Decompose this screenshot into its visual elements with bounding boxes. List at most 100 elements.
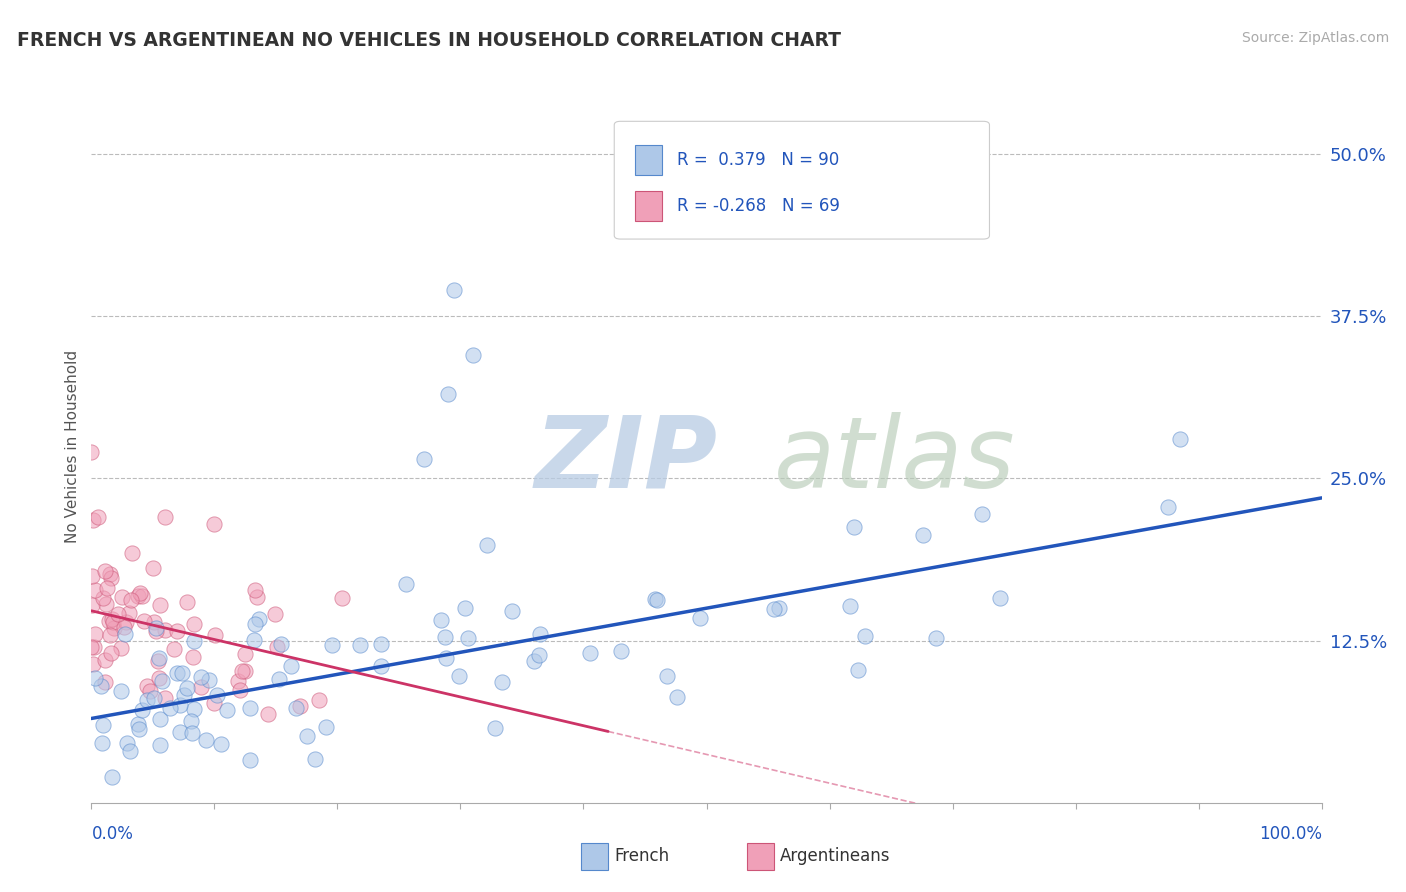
Point <box>114 627 136 641</box>
Point <box>173 688 195 702</box>
Point <box>115 736 138 750</box>
Point <box>308 693 330 707</box>
Point <box>169 725 191 739</box>
Point <box>93 591 115 605</box>
Point <box>280 659 302 673</box>
Point <box>270 637 292 651</box>
Point <box>120 592 142 607</box>
Point <box>100 571 122 585</box>
Point <box>202 697 225 711</box>
Point <box>101 770 124 784</box>
Point <box>153 510 177 524</box>
Point <box>190 670 212 684</box>
Point <box>768 600 790 615</box>
Point <box>243 617 266 632</box>
Point <box>94 565 117 579</box>
Point <box>83 640 105 655</box>
Point <box>143 615 166 629</box>
Point <box>145 621 167 635</box>
Point <box>197 673 219 688</box>
Point <box>129 586 152 600</box>
Point <box>103 621 125 635</box>
Point <box>146 654 169 668</box>
Point <box>297 729 319 743</box>
Point <box>501 605 523 619</box>
Point <box>97 615 120 629</box>
Point <box>285 700 308 714</box>
Point <box>94 597 117 611</box>
Point <box>91 736 114 750</box>
Point <box>128 723 150 737</box>
Point <box>842 520 865 534</box>
Point <box>215 703 238 717</box>
Point <box>127 716 149 731</box>
Point <box>93 675 115 690</box>
Point <box>235 664 257 678</box>
Point <box>131 703 153 717</box>
Point <box>110 591 132 605</box>
Point <box>96 581 118 595</box>
Point <box>80 568 103 582</box>
Point <box>101 612 124 626</box>
Point <box>257 707 280 722</box>
Point <box>924 631 946 645</box>
Point <box>84 627 107 641</box>
Text: Source: ZipAtlas.com: Source: ZipAtlas.com <box>1241 31 1389 45</box>
Point <box>644 591 666 606</box>
Point <box>80 640 103 655</box>
Point <box>180 714 202 729</box>
Text: ZIP: ZIP <box>534 412 717 508</box>
Text: atlas: atlas <box>775 412 1015 508</box>
Point <box>139 683 162 698</box>
Point <box>238 701 260 715</box>
Point <box>90 679 112 693</box>
Point <box>148 671 170 685</box>
Point <box>246 590 269 604</box>
FancyBboxPatch shape <box>636 145 662 175</box>
Point <box>80 598 103 612</box>
Point <box>80 445 103 459</box>
Text: R = -0.268   N = 69: R = -0.268 N = 69 <box>678 196 839 215</box>
Point <box>181 649 204 664</box>
Point <box>443 283 465 297</box>
FancyBboxPatch shape <box>581 843 607 870</box>
Point <box>434 651 457 665</box>
Point <box>434 630 457 644</box>
Point <box>267 672 290 686</box>
Point <box>149 712 172 726</box>
Point <box>243 582 266 597</box>
Point <box>153 691 176 706</box>
Point <box>100 646 122 660</box>
Point <box>169 698 191 712</box>
Point <box>349 638 371 652</box>
Text: French: French <box>614 847 669 865</box>
Point <box>121 546 143 560</box>
Point <box>159 701 181 715</box>
Point <box>453 600 475 615</box>
Point <box>655 669 678 683</box>
Point <box>94 652 117 666</box>
Point <box>370 659 392 673</box>
Text: R =  0.379   N = 90: R = 0.379 N = 90 <box>678 152 839 169</box>
Point <box>149 738 172 752</box>
Point <box>142 690 165 705</box>
Point <box>112 620 135 634</box>
Point <box>229 682 252 697</box>
Point <box>645 593 668 607</box>
Point <box>176 595 198 609</box>
Point <box>132 614 155 628</box>
Point <box>190 680 212 694</box>
Point <box>83 582 105 597</box>
Point <box>150 673 173 688</box>
Point <box>290 698 312 713</box>
Point <box>172 666 194 681</box>
Point <box>127 589 149 603</box>
Point <box>370 637 392 651</box>
Point <box>103 615 125 629</box>
Point <box>315 720 337 734</box>
Point <box>839 599 862 613</box>
Point <box>183 634 205 648</box>
Text: 100.0%: 100.0% <box>1258 825 1322 843</box>
Point <box>484 721 506 735</box>
Point <box>149 599 172 613</box>
